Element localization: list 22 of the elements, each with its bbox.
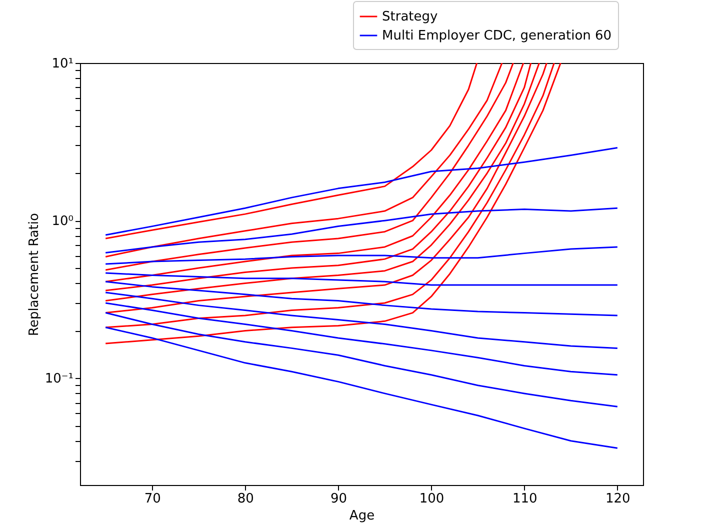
line-series <box>104 312 618 408</box>
x-tick-label: 100 <box>419 492 444 506</box>
line-series <box>104 272 618 286</box>
line-series <box>104 302 618 376</box>
line-series <box>104 146 618 236</box>
line-series <box>104 280 618 316</box>
x-tick-label: 120 <box>605 492 630 506</box>
line-series <box>104 207 618 254</box>
y-axis-title: Replacement Ratio <box>26 212 42 336</box>
x-tick-label: 70 <box>144 492 161 506</box>
legend-label: Strategy <box>382 10 438 24</box>
legend-label: Multi Employer CDC, generation 60 <box>382 28 612 44</box>
x-tick-label: 110 <box>512 492 538 506</box>
line-series <box>104 246 618 265</box>
y-tick-label: 10¹ <box>52 56 74 72</box>
x-tick-label: 90 <box>330 492 348 506</box>
y-tick-label: 10⁰ <box>52 214 74 230</box>
x-tick-label: 80 <box>237 492 254 506</box>
line-series <box>104 326 618 449</box>
y-tick-label: 10⁻¹ <box>44 372 74 387</box>
line-series <box>104 292 618 349</box>
x-axis-title: Age <box>349 508 375 524</box>
